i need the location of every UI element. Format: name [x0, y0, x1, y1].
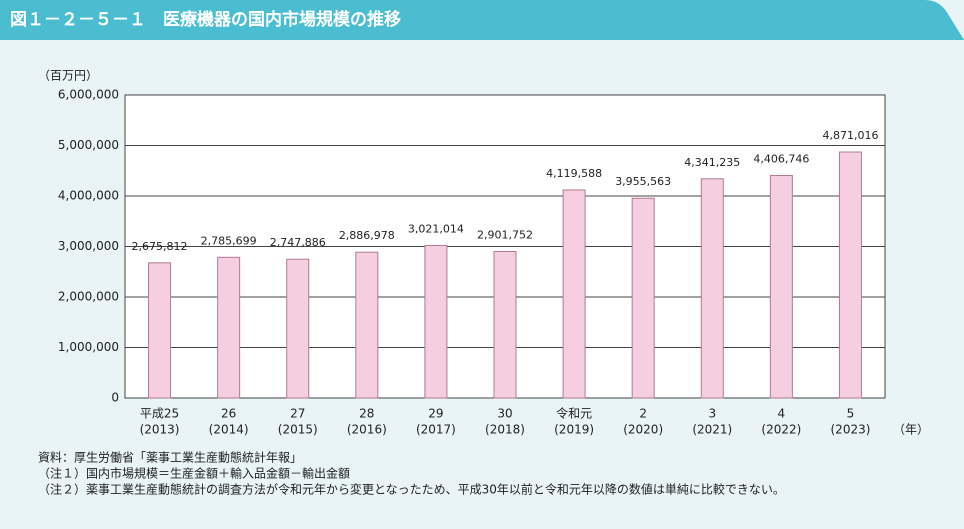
y-tick-label: 0 [111, 391, 119, 405]
bar [562, 189, 586, 399]
bar [769, 174, 793, 399]
value-label: 2,785,699 [201, 234, 257, 247]
bar [838, 151, 862, 399]
x-tick-label: (2016) [347, 423, 387, 437]
x-tick-label: 28 [359, 407, 374, 421]
x-tick-label: 令和元 [556, 406, 592, 421]
x-tick-label: (2020) [623, 423, 663, 437]
x-tick-label: 27 [290, 407, 305, 421]
chart-title: 図１－２－５－１ 医療機器の国内市場規模の推移 [10, 9, 401, 30]
x-tick-label: (2018) [485, 423, 525, 437]
x-tick-label: 26 [221, 407, 236, 421]
x-tick-label: 2 [639, 407, 647, 421]
note: （注１）国内市場規模＝生産金額＋輸入品金額－輸出金額 [38, 466, 350, 481]
value-label: 4,119,588 [546, 167, 602, 180]
y-tick-label: 5,000,000 [58, 138, 119, 152]
x-tick-label: (2019) [554, 423, 594, 437]
bar [631, 197, 655, 399]
y-tick-label: 6,000,000 [58, 88, 119, 102]
bar [148, 262, 172, 399]
x-tick-label: (2021) [692, 423, 732, 437]
x-tick-label: 4 [778, 407, 786, 421]
x-tick-label: (2015) [278, 423, 318, 437]
title-banner [0, 0, 964, 40]
value-label: 4,871,016 [822, 129, 878, 142]
y-tick-label: 4,000,000 [58, 189, 119, 203]
x-tick-label: 29 [428, 407, 443, 421]
value-label: 2,886,978 [339, 229, 395, 242]
y-tick-label: 3,000,000 [58, 239, 119, 253]
x-tick-label: (2023) [831, 423, 871, 437]
x-tick-label: 5 [847, 407, 855, 421]
value-label: 4,341,235 [684, 156, 740, 169]
x-tick-label: (2017) [416, 423, 456, 437]
value-label: 4,406,746 [753, 152, 809, 165]
x-tick-label: (2014) [209, 423, 249, 437]
x-tick-label: (2013) [140, 423, 180, 437]
x-tick-label: 30 [497, 407, 512, 421]
bar [355, 251, 379, 399]
y-tick-label: 1,000,000 [58, 340, 119, 354]
bar [286, 258, 310, 399]
value-label: 3,955,563 [615, 175, 671, 188]
note: 資料：厚生労働省「薬事工業生産動態統計年報」 [38, 450, 302, 465]
bar [700, 178, 724, 399]
bar [493, 250, 517, 399]
x-unit-label: （年） [893, 423, 929, 437]
value-label: 2,747,886 [270, 236, 326, 249]
bar [424, 244, 448, 399]
bar [217, 256, 241, 399]
y-axis-label: （百万円） [38, 69, 98, 83]
y-tick-label: 2,000,000 [58, 290, 119, 304]
value-label: 2,901,752 [477, 228, 533, 241]
x-tick-label: (2022) [761, 423, 801, 437]
value-label: 3,021,014 [408, 222, 464, 235]
x-tick-label: 3 [708, 407, 716, 421]
value-label: 2,675,812 [132, 240, 188, 253]
note: （注２）薬事工業生産動態統計の調査方法が令和元年から変更となったため、平成30年… [38, 482, 785, 497]
x-tick-label: 平成25 [140, 407, 179, 421]
